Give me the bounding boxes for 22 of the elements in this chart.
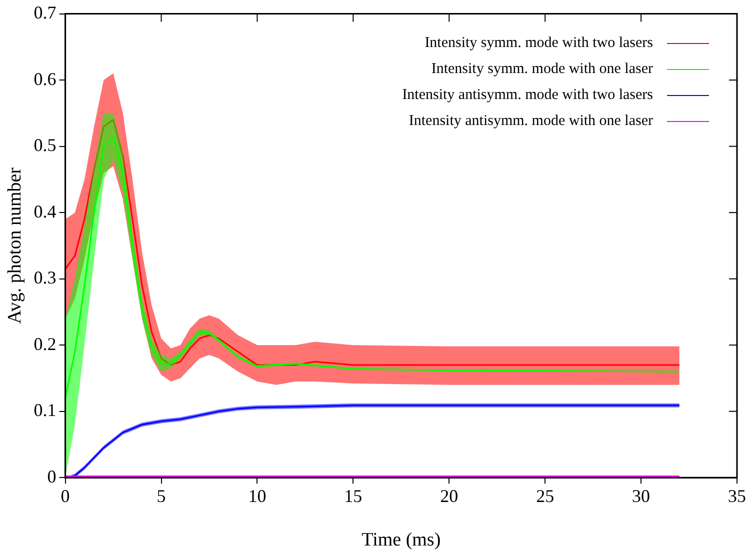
y-tick-label: 0.1: [34, 400, 56, 420]
y-tick-label: 0.2: [34, 334, 56, 354]
y-tick-label: 0.7: [34, 2, 56, 23]
y-tick-label: 0.4: [34, 201, 56, 222]
x-tick-label: 35: [728, 486, 746, 506]
x-tick-label: 0: [60, 486, 70, 506]
y-axis-title: Avg. photon number: [4, 166, 26, 324]
x-tick-label: 20: [440, 486, 458, 506]
x-tick-label: 10: [248, 486, 266, 506]
y-tick-label: 0.6: [34, 68, 56, 89]
y-tick-label: 0.3: [34, 268, 56, 288]
x-axis-title: Time (ms): [362, 530, 441, 551]
legend-label: Intensity symm. mode with two lasers: [424, 34, 653, 52]
legend-label: Intensity antisymm. mode with one laser: [408, 112, 653, 130]
legend-label: Intensity symm. mode with one laser: [431, 60, 653, 78]
x-tick-label: 5: [156, 486, 166, 506]
x-tick-label: 25: [536, 486, 554, 506]
x-tick-label: 30: [632, 486, 650, 506]
y-tick-label: 0.5: [34, 135, 56, 156]
y-tick-label: 0: [47, 466, 56, 486]
x-tick-label: 15: [344, 486, 362, 506]
legend-label: Intensity antisymm. mode with two lasers: [402, 86, 653, 104]
